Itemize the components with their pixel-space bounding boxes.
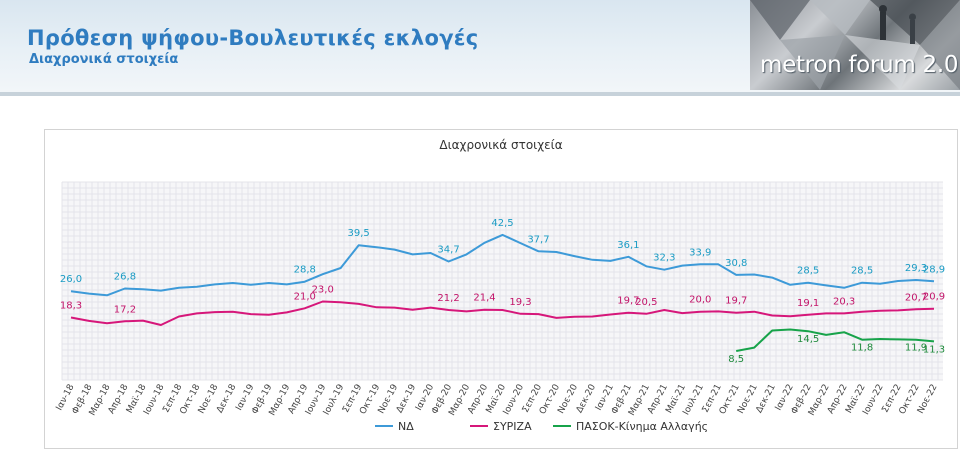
data-label: 36,1 (617, 240, 639, 251)
data-label: 17,2 (114, 304, 136, 315)
data-label: 28,8 (294, 265, 316, 276)
data-label: 39,5 (348, 228, 370, 239)
metron-forum-banner: metron forum 2.0 (750, 0, 960, 90)
data-label: 26,0 (60, 274, 82, 285)
grid (61, 181, 943, 381)
data-label: 8,5 (728, 354, 744, 365)
data-label: 20,9 (923, 292, 945, 303)
data-label: 28,5 (851, 266, 873, 277)
data-label: 19,3 (509, 297, 531, 308)
data-label: 18,3 (60, 301, 82, 312)
data-label: 11,3 (923, 344, 945, 355)
chart-title: Διαχρονικά στοιχεία (439, 138, 563, 152)
legend-label: ΠΑΣΟΚ-Κίνημα Αλλαγής (576, 420, 708, 433)
data-label: 20,7 (905, 292, 927, 303)
legend-label: ΝΔ (398, 420, 414, 433)
banner-mosaic-image (750, 0, 960, 90)
data-label: 19,1 (797, 298, 819, 309)
header-divider (0, 92, 960, 96)
data-label: 28,9 (923, 264, 945, 275)
data-label: 28,5 (797, 266, 819, 277)
data-label: 42,5 (491, 218, 513, 229)
data-label: 21,2 (437, 293, 459, 304)
line-chart: Ιαν-18Φεβ-18Μαρ-18Απρ-18Μαϊ-18Ιουν-18Σεπ… (55, 181, 945, 433)
chart-container: Διαχρονικά στοιχεία Ιαν-18 Φεβ-18 Μαρ-18 Απ… (44, 129, 958, 449)
data-label: 34,7 (437, 245, 459, 256)
data-label: 21,0 (294, 291, 316, 302)
data-label: 33,9 (689, 247, 711, 258)
series-line-1 (70, 300, 935, 326)
data-label: 11,8 (851, 343, 873, 354)
banner-text: metron forum 2.0 (760, 52, 959, 78)
data-label: 19,7 (617, 296, 639, 307)
data-label: 20,5 (635, 297, 657, 308)
data-label: 11,9 (905, 343, 927, 354)
data-label: 30,8 (725, 258, 747, 269)
data-label: 26,8 (114, 272, 136, 283)
plot-area (62, 182, 943, 380)
data-label: 21,4 (473, 293, 495, 304)
data-label: 29,3 (905, 263, 927, 274)
data-label: 20,3 (833, 296, 855, 307)
data-label: 14,5 (797, 334, 819, 345)
page-title: Πρόθεση ψήφου-Βουλευτικές εκλογές (27, 26, 479, 50)
legend-label: ΣΥΡΙΖΑ (493, 420, 532, 433)
data-label: 37,7 (527, 234, 549, 245)
data-label: 32,3 (653, 253, 675, 264)
page-header: Πρόθεση ψήφου-Βουλευτικές εκλογές Διαχρο… (0, 0, 960, 92)
data-label: 19,7 (725, 296, 747, 307)
data-label: 23,0 (312, 284, 334, 295)
data-label: 20,0 (689, 295, 711, 306)
page-subtitle: Διαχρονικά στοιχεία (29, 52, 179, 67)
series-line-0 (70, 233, 935, 297)
series-line-2 (736, 328, 935, 352)
